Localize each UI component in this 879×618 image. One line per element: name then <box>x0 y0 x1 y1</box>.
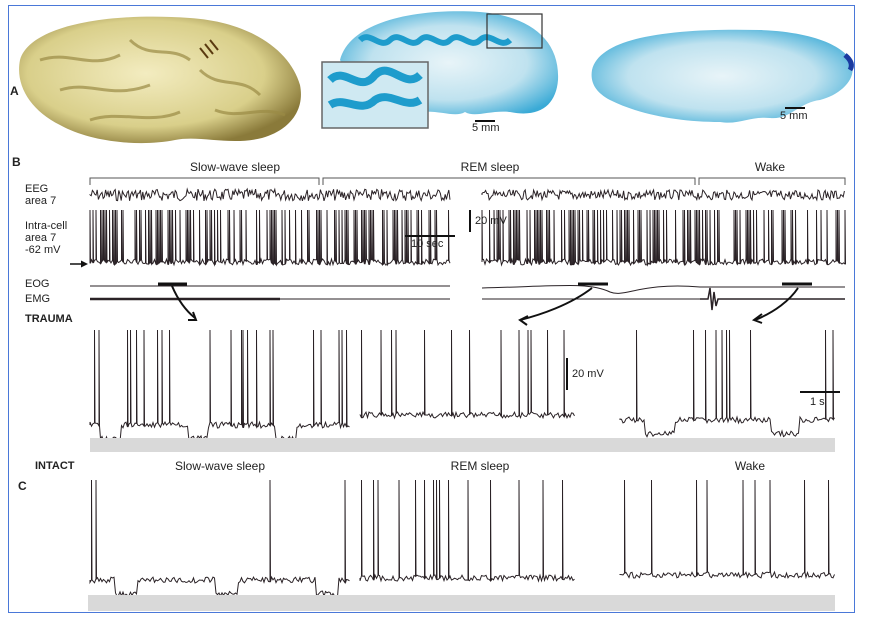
sagittal-section <box>591 29 854 123</box>
emg-label: EMG <box>25 293 51 305</box>
eog-label: EOG <box>25 278 50 290</box>
scale-label-sagittal: 5 mm <box>780 110 808 122</box>
trauma-trace-rem <box>359 329 575 420</box>
panel-label-c: C <box>18 479 27 493</box>
trauma-trace-sws <box>89 329 350 444</box>
figure-frame <box>8 5 855 613</box>
eeg-trace-rem-wake <box>481 188 845 202</box>
intact-trace-sws <box>89 479 350 599</box>
scale-label-voltage: 20 mV <box>475 215 507 227</box>
intact-trace-rem <box>359 479 575 583</box>
panel-label-b: B <box>12 155 21 169</box>
panel-label-a: A <box>10 84 19 98</box>
scale-label-voltage-expanded: 20 mV <box>572 368 604 380</box>
intact-label: INTACT <box>35 460 75 472</box>
intracell-label: Intra-cell area 7 -62 mV <box>25 220 68 256</box>
eog-trace-rem-wake <box>481 285 845 294</box>
state-title-sws: Slow-wave sleep <box>189 160 281 174</box>
intact-title-sws: Slow-wave sleep <box>174 459 266 473</box>
state-title-rem: REM sleep <box>460 160 520 174</box>
state-brackets <box>89 177 846 185</box>
brain-photo <box>19 16 301 144</box>
trauma-label: TRAUMA <box>25 313 73 325</box>
eeg-trace-sws <box>89 187 451 203</box>
intact-title-wake: Wake <box>734 459 766 473</box>
scale-label-coronal: 5 mm <box>472 122 500 134</box>
trauma-trace-wake <box>619 329 835 438</box>
scale-bars <box>158 210 840 393</box>
intact-title-rem: REM sleep <box>450 459 510 473</box>
scale-label-time: 10 sec <box>411 238 444 250</box>
coronal-section <box>321 11 559 129</box>
intact-trace-wake <box>619 479 835 580</box>
expansion-arrows <box>171 285 799 326</box>
emg-trace-wake-burst <box>700 287 845 311</box>
intracell-trace-rem-wake <box>481 209 846 267</box>
baseline-band-intact <box>88 595 835 611</box>
baseline-band-trauma <box>90 438 835 452</box>
state-title-wake: Wake <box>754 160 786 174</box>
intracell-trace-sws <box>89 209 451 267</box>
eeg-label: EEG area 7 <box>25 183 57 207</box>
scale-label-time-expanded: 1 s <box>810 396 825 408</box>
resting-potential-arrow-icon <box>70 260 88 268</box>
